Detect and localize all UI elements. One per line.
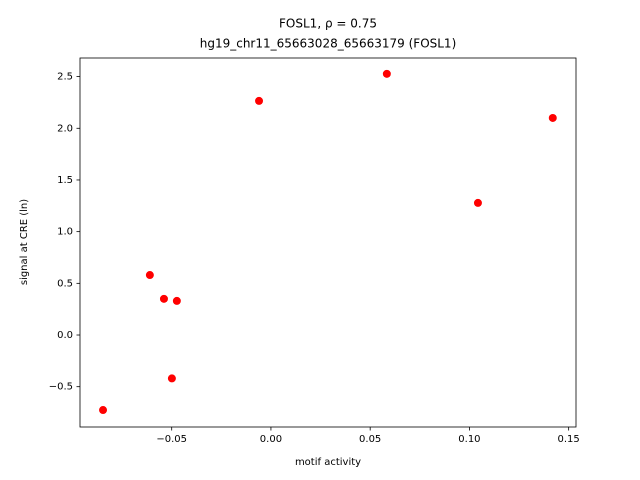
- x-tick-label: 0.15: [558, 434, 580, 445]
- point: [255, 96, 264, 105]
- y-tick-label: 2.0: [57, 123, 73, 134]
- chart-title: FOSL1, ρ = 0.75: [279, 17, 377, 31]
- point: [159, 294, 168, 303]
- x-tick-label: 0.00: [260, 434, 282, 445]
- x-axis-label: motif activity: [295, 457, 361, 468]
- y-tick-label: 2.5: [57, 72, 73, 83]
- plot-frame: [79, 57, 577, 428]
- point: [172, 296, 181, 305]
- point: [382, 69, 391, 78]
- y-axis-label: signal at CRE (ln): [19, 199, 30, 285]
- point: [99, 406, 108, 415]
- point: [145, 271, 154, 280]
- y-tick-label: 0.5: [57, 278, 73, 289]
- x-tick-label: 0.05: [359, 434, 381, 445]
- y-tick-label: 0.0: [57, 330, 73, 341]
- point: [548, 113, 557, 122]
- point: [167, 374, 176, 383]
- y-tick-label: −0.5: [49, 382, 73, 393]
- x-tick-label: 0.10: [458, 434, 480, 445]
- point: [473, 198, 482, 207]
- chart-subtitle: hg19_chr11_65663028_65663179 (FOSL1): [200, 37, 457, 51]
- y-tick-label: 1.0: [57, 227, 73, 238]
- y-tick-label: 1.5: [57, 175, 73, 186]
- x-tick-label: −0.05: [156, 434, 187, 445]
